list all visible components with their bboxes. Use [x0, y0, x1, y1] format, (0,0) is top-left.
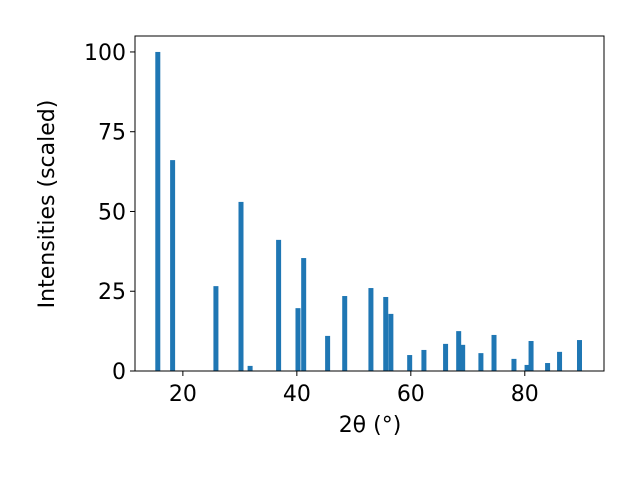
bar	[545, 363, 551, 371]
x-tick-label: 20	[169, 382, 197, 407]
bar	[528, 341, 534, 371]
y-tick-label: 50	[98, 200, 126, 225]
bar	[276, 239, 282, 371]
bar	[421, 349, 427, 371]
bar	[368, 288, 374, 371]
bar	[456, 331, 462, 371]
bar	[383, 296, 389, 371]
y-tick-label: 75	[98, 121, 126, 146]
x-tick-label: 40	[283, 382, 311, 407]
bar	[238, 201, 244, 371]
y-tick-label: 100	[84, 41, 126, 66]
bar	[491, 334, 497, 371]
bar	[557, 351, 563, 371]
bar	[247, 365, 253, 371]
bar	[388, 313, 394, 371]
bar	[170, 160, 176, 371]
bar	[155, 51, 161, 371]
bar	[524, 364, 530, 371]
bar	[511, 358, 517, 371]
x-tick-label: 80	[511, 382, 539, 407]
y-tick-label: 25	[98, 280, 126, 305]
plot-frame	[134, 35, 605, 372]
y-tick-label: 0	[112, 360, 126, 385]
bar	[325, 335, 331, 371]
bar	[478, 353, 484, 371]
bar	[295, 308, 301, 371]
bar	[213, 286, 219, 371]
bar	[443, 343, 449, 371]
bar	[301, 258, 307, 371]
bar	[460, 344, 466, 371]
y-axis-label: Intensities (scaled)	[35, 100, 60, 309]
x-axis-label: 2θ (°)	[339, 413, 402, 438]
bar	[342, 296, 348, 371]
x-tick-label: 60	[397, 382, 425, 407]
bar	[576, 340, 582, 371]
bar	[407, 355, 413, 371]
